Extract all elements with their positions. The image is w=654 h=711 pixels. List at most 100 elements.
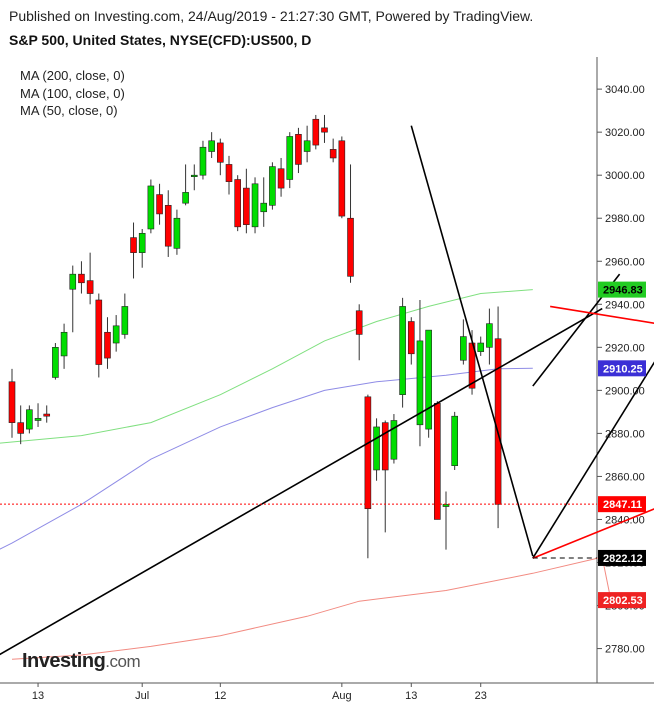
candle-body — [78, 273, 85, 284]
candle-body — [52, 347, 59, 378]
candle-body — [390, 420, 398, 460]
candle-body — [225, 164, 233, 182]
price-label-text: 2822.12 — [603, 553, 643, 565]
y-tick-label: 3000.00 — [605, 170, 645, 182]
candle-body — [17, 422, 24, 434]
candle-body — [329, 149, 337, 159]
candle-body — [251, 183, 259, 228]
y-tick-label: 2780.00 — [605, 644, 645, 656]
price-label-box — [598, 360, 646, 377]
moving-average-line — [0, 289, 533, 444]
candle-body — [477, 342, 485, 352]
candle-body — [130, 237, 137, 253]
candle-body — [425, 329, 432, 430]
candle-body — [217, 142, 224, 163]
x-tick-label: 23 — [475, 690, 487, 702]
symbol-title: S&P 500, United States, NYSE(CFD):US500,… — [9, 32, 312, 48]
y-tick-label: 3020.00 — [605, 127, 645, 139]
candle-body — [399, 306, 406, 395]
ma-200-label: MA (200, close, 0) — [20, 68, 125, 83]
candle-body — [303, 140, 311, 152]
candle-body — [373, 426, 380, 471]
moving-average-line — [0, 367, 533, 550]
candle-body — [295, 134, 302, 165]
candle-body — [381, 422, 389, 471]
candle-body — [121, 306, 129, 335]
candle-body — [494, 338, 502, 505]
x-tick-label: 13 — [32, 690, 44, 702]
candle-body — [173, 217, 181, 249]
y-tick-label: 2920.00 — [605, 342, 645, 354]
candle-body — [451, 415, 458, 466]
candle-body — [60, 331, 68, 357]
candle-body — [95, 299, 103, 365]
trendline — [532, 361, 654, 559]
y-tick-label: 2940.00 — [605, 299, 645, 311]
ma-50-label: MA (50, close, 0) — [20, 103, 118, 118]
candle-body — [269, 166, 276, 206]
candle-body — [104, 331, 111, 359]
candle-body — [182, 192, 189, 204]
candle-body — [260, 202, 268, 213]
price-label-text: 2802.53 — [603, 595, 643, 607]
logo-suffix: .com — [105, 652, 141, 671]
candle-body — [86, 280, 94, 294]
candle-body — [69, 273, 77, 290]
candle-body — [321, 127, 328, 133]
x-tick-label: 12 — [214, 690, 226, 702]
y-tick-label: 2860.00 — [605, 471, 645, 483]
x-tick-label: Jul — [135, 690, 149, 702]
candle-body — [442, 504, 450, 507]
x-tick-label: 13 — [405, 690, 417, 702]
candle-body — [34, 418, 42, 421]
price-label-box — [598, 281, 646, 298]
candle-body — [164, 205, 172, 247]
candle-body — [416, 340, 424, 426]
ma-legend: MA (200, close, 0) MA (100, close, 0) MA… — [20, 67, 125, 120]
candle-body — [8, 381, 16, 423]
candle-body — [460, 336, 467, 361]
x-tick-label: Aug — [332, 690, 352, 702]
trendline — [0, 307, 603, 656]
y-tick-label: 3040.00 — [605, 84, 645, 96]
candle-body — [434, 402, 441, 520]
candle-body — [277, 168, 285, 189]
moving-average-line — [11, 556, 612, 660]
price-label-text: 2910.25 — [603, 363, 643, 375]
trendline — [550, 305, 654, 324]
price-label-text: 2847.11 — [603, 499, 642, 511]
candle-body — [147, 185, 155, 230]
price-label-text: 2946.83 — [603, 285, 643, 297]
ma-100-label: MA (100, close, 0) — [20, 85, 125, 101]
candle-body — [199, 146, 207, 176]
candle-body — [407, 321, 415, 355]
price-label-box — [598, 549, 646, 566]
candle-body — [138, 232, 146, 253]
candle-body — [43, 413, 51, 417]
candle-body — [286, 136, 294, 180]
candle-body — [364, 396, 372, 510]
candle-body — [190, 174, 198, 177]
investing-logo: Investing.com — [22, 650, 141, 673]
candle-body — [26, 409, 33, 430]
y-tick-label: 2960.00 — [605, 256, 645, 268]
trendline — [410, 125, 534, 557]
candle-body — [312, 118, 320, 146]
published-line: Published on Investing.com, 24/Aug/2019 … — [9, 8, 534, 24]
candle-body — [243, 187, 250, 225]
y-tick-label: 2880.00 — [605, 428, 645, 440]
price-label-box — [598, 496, 646, 513]
candle-body — [112, 325, 120, 344]
candle-body — [208, 140, 215, 152]
candle-body — [156, 194, 163, 215]
candle-body — [486, 323, 493, 348]
candle-body — [338, 140, 346, 217]
candle-body — [355, 310, 363, 335]
candle-body — [347, 217, 354, 277]
trendline — [532, 508, 654, 559]
price-label-box — [598, 592, 646, 609]
candle-body — [234, 179, 241, 228]
y-tick-label: 2980.00 — [605, 213, 645, 225]
logo-text: Investing — [22, 650, 106, 672]
